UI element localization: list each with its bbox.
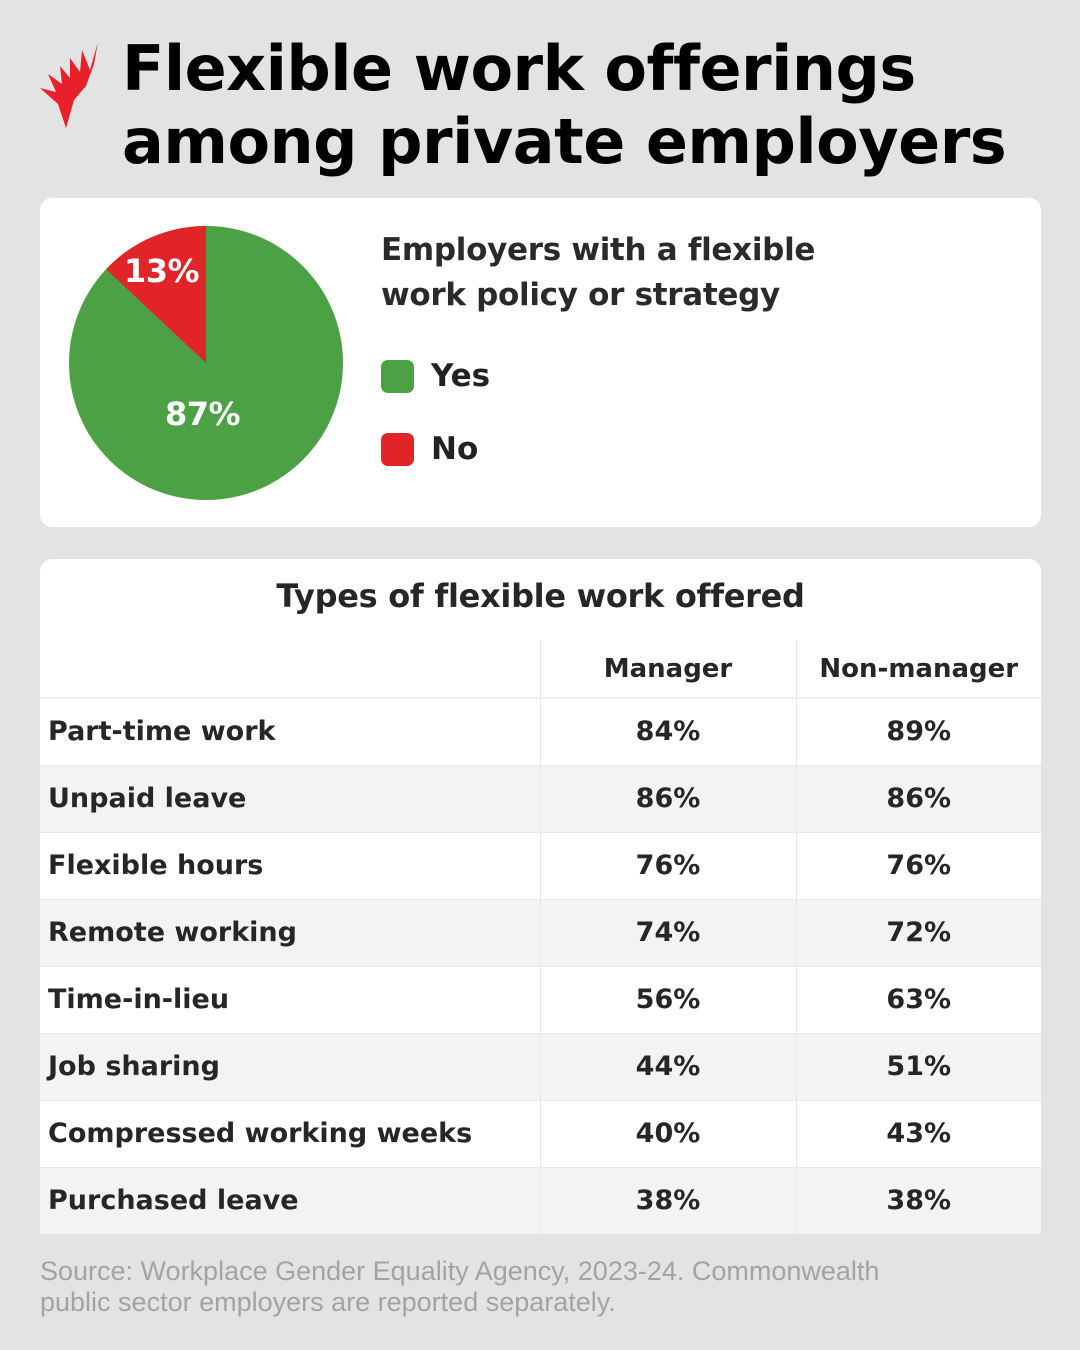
table-title: Types of flexible work offered — [276, 577, 805, 615]
manager-value: 38% — [539, 1167, 796, 1234]
pie-chart — [69, 225, 343, 500]
flexible-work-table-card: Types of flexible work offered Manager N… — [40, 559, 1041, 1234]
pie-label-yes: 87% — [165, 395, 241, 433]
non-manager-value: 76% — [795, 832, 1041, 900]
pie-title-line-1: Employers with a flexible — [381, 232, 816, 268]
sbs-logo-icon — [40, 42, 98, 128]
non-manager-value: 89% — [795, 698, 1041, 766]
manager-value: 40% — [539, 1100, 796, 1168]
legend-swatch-yes-icon — [381, 359, 414, 393]
manager-value: 74% — [539, 899, 796, 967]
source-line-1: Source: Workplace Gender Equality Agency… — [40, 1256, 880, 1286]
non-manager-value: 63% — [795, 966, 1041, 1034]
manager-value: 76% — [539, 832, 796, 900]
legend-item-no: No — [381, 431, 478, 467]
row-label: Compressed working weeks — [40, 1100, 540, 1168]
manager-value: 44% — [539, 1033, 796, 1101]
pie-chart-card: 13% 87% Employers with a flexible work p… — [40, 198, 1041, 527]
table-row: Flexible hours 76% 76% — [40, 832, 1041, 900]
column-header-manager: Manager — [539, 640, 796, 699]
manager-value: 84% — [539, 698, 796, 766]
table-row: Remote working 74% 72% — [40, 899, 1041, 967]
table-row: Time-in-lieu 56% 63% — [40, 966, 1041, 1034]
table-row: Purchased leave 38% 38% — [40, 1167, 1041, 1234]
column-header-non-manager: Non-manager — [795, 640, 1041, 699]
non-manager-value: 72% — [795, 899, 1041, 967]
non-manager-value: 51% — [795, 1033, 1041, 1101]
manager-value: 86% — [539, 765, 796, 833]
non-manager-value: 43% — [795, 1100, 1041, 1168]
source-line-2: public sector employers are reported sep… — [40, 1287, 616, 1317]
row-label: Time-in-lieu — [40, 966, 540, 1034]
pie-slice-no — [106, 225, 206, 363]
row-label: Remote working — [40, 899, 540, 967]
title-line-1: Flexible work offerings — [122, 32, 916, 105]
legend-label-yes: Yes — [431, 358, 491, 394]
non-manager-value: 86% — [795, 765, 1041, 833]
row-label: Job sharing — [40, 1033, 540, 1101]
table-row: Compressed working weeks 40% 43% — [40, 1100, 1041, 1168]
pie-chart-title: Employers with a flexible work policy or… — [381, 228, 815, 318]
table-row: Unpaid leave 86% 86% — [40, 765, 1041, 833]
non-manager-value: 38% — [795, 1167, 1041, 1234]
table-row: Part-time work 84% 89% — [40, 698, 1041, 766]
pie-title-line-2: work policy or strategy — [381, 277, 780, 313]
row-label: Unpaid leave — [40, 765, 540, 833]
manager-value: 56% — [539, 966, 796, 1034]
source-note: Source: Workplace Gender Equality Agency… — [40, 1256, 1040, 1318]
flexible-work-table: Manager Non-manager Part-time work 84% 8… — [40, 640, 1041, 1234]
pie-label-no: 13% — [124, 252, 200, 290]
row-label: Purchased leave — [40, 1167, 540, 1234]
legend-item-yes: Yes — [381, 358, 490, 394]
column-header-type — [40, 640, 540, 699]
table-row: Job sharing 44% 51% — [40, 1033, 1041, 1101]
table-header-row: Manager Non-manager — [40, 640, 1041, 699]
page-title: Flexible work offerings among private em… — [122, 32, 1062, 178]
row-label: Part-time work — [40, 698, 540, 766]
legend-label-no: No — [431, 431, 479, 467]
row-label: Flexible hours — [40, 832, 540, 900]
title-line-2: among private employers — [122, 105, 1007, 178]
legend-swatch-no-icon — [381, 432, 414, 466]
